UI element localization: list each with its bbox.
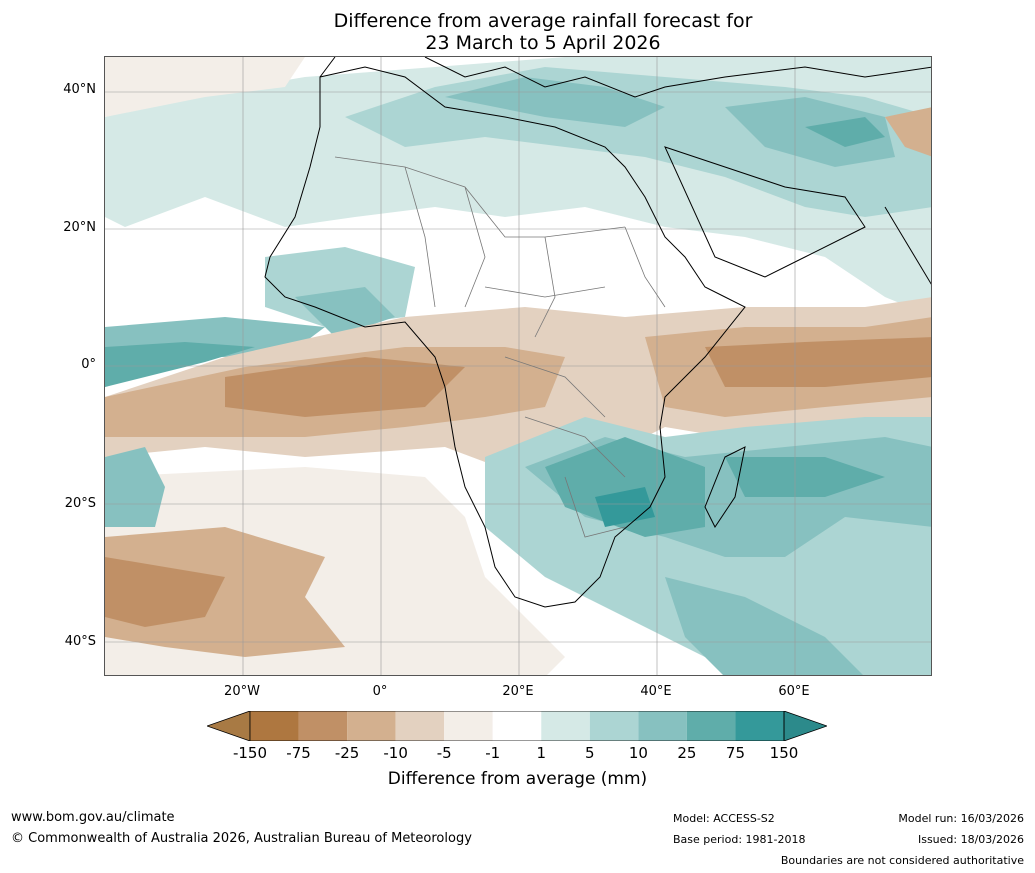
- anomaly-region-nw-brown: [105, 57, 305, 117]
- colorbar-tick-label: -10: [383, 744, 408, 762]
- lon-label-60e: 60°E: [778, 684, 810, 699]
- colorbar-bin: [686, 711, 736, 741]
- india-coastline: [884, 206, 931, 285]
- colorbar-bin: [347, 711, 396, 741]
- colorbar-bin: [298, 711, 348, 741]
- rainfall-anomaly-map: [104, 56, 932, 676]
- colorbar-tick-label: -5: [436, 744, 452, 762]
- anomaly-region-ne-brown: [885, 107, 931, 157]
- lon-label-20e: 20°E: [502, 684, 534, 699]
- colorbar: [207, 711, 827, 741]
- colorbar-bin: [735, 711, 784, 741]
- anomaly-region-equatorial-brown-dark: [225, 337, 931, 417]
- anomaly-region-south-atlantic-dark: [105, 557, 225, 627]
- arabia-coastline: [664, 146, 866, 278]
- anomaly-region-south-teal-darkest: [595, 487, 655, 527]
- colorbar-tick-label: -25: [334, 744, 360, 762]
- map-svg: [105, 57, 931, 675]
- footer-model: Model: ACCESS-S2: [673, 812, 775, 825]
- lon-label-20w: 20°W: [224, 684, 260, 699]
- colorbar-tick-label: 10: [628, 744, 648, 762]
- colorbar-tick-label: -75: [286, 744, 311, 762]
- anomaly-region-atlantic-teal-dark: [105, 342, 255, 387]
- colorbar-tick-label: 25: [677, 744, 697, 762]
- footer-copyright: © Commonwealth of Australia 2026, Austra…: [11, 831, 472, 846]
- colorbar-bin: [638, 711, 687, 741]
- colorbar-tick-label: -1: [485, 744, 501, 762]
- anomaly-region-north-darkest: [805, 117, 885, 147]
- europe-coastline: [319, 57, 931, 98]
- colorbar-label: Difference from average (mm): [387, 769, 648, 789]
- lon-label-0: 0°: [372, 684, 388, 699]
- lat-label-40s: 40°S: [64, 634, 96, 649]
- graticule: [105, 57, 931, 675]
- lat-label-40n: 40°N: [63, 82, 96, 97]
- colorbar-bin: [250, 711, 299, 741]
- anomaly-region-south-atlantic-teal: [105, 447, 165, 527]
- map-title: Difference from average rainfall forecas…: [0, 10, 1035, 54]
- lon-label-40e: 40°E: [640, 684, 672, 699]
- colorbar-bin: [492, 711, 542, 741]
- colorbar-bin: [395, 711, 445, 741]
- colorbar-extend-low: [207, 711, 251, 741]
- colorbar-bin: [589, 711, 639, 741]
- colorbar-tick-label: -150: [232, 744, 268, 762]
- title-line-1: Difference from average rainfall forecas…: [333, 10, 753, 32]
- footer-base-period: Base period: 1981-2018: [673, 833, 806, 846]
- anomaly-region-south-atlantic-mid: [105, 527, 345, 657]
- madagascar-coastline: [704, 446, 746, 528]
- footer-issued: Issued: 18/03/2026: [917, 833, 1024, 846]
- footer-model-run: Model run: 16/03/2026: [898, 812, 1024, 825]
- country-borders: [334, 156, 666, 538]
- africa-coastline: [264, 66, 746, 608]
- colorbar-tick-label: 150: [769, 744, 799, 762]
- coastlines: [264, 57, 931, 608]
- colorbar-bin: [444, 711, 493, 741]
- colorbar-tick-label: 1: [536, 744, 547, 762]
- colorbar-tick-label: 5: [585, 744, 595, 762]
- colorbar-tick-label: 75: [725, 744, 745, 762]
- lat-label-0: 0°: [81, 357, 96, 372]
- anomaly-region-west-africa-dark: [295, 287, 395, 337]
- lat-label-20n: 20°N: [63, 220, 96, 235]
- lat-label-20s: 20°S: [64, 496, 96, 511]
- footer-website: www.bom.gov.au/climate: [11, 810, 175, 825]
- footer-disclaimer: Boundaries are not considered authoritat…: [780, 854, 1024, 867]
- title-line-2: 23 March to 5 April 2026: [425, 32, 661, 54]
- colorbar-bin: [541, 711, 590, 741]
- anomaly-region-north-dark: [445, 77, 895, 167]
- colorbar-extend-high: [783, 711, 827, 741]
